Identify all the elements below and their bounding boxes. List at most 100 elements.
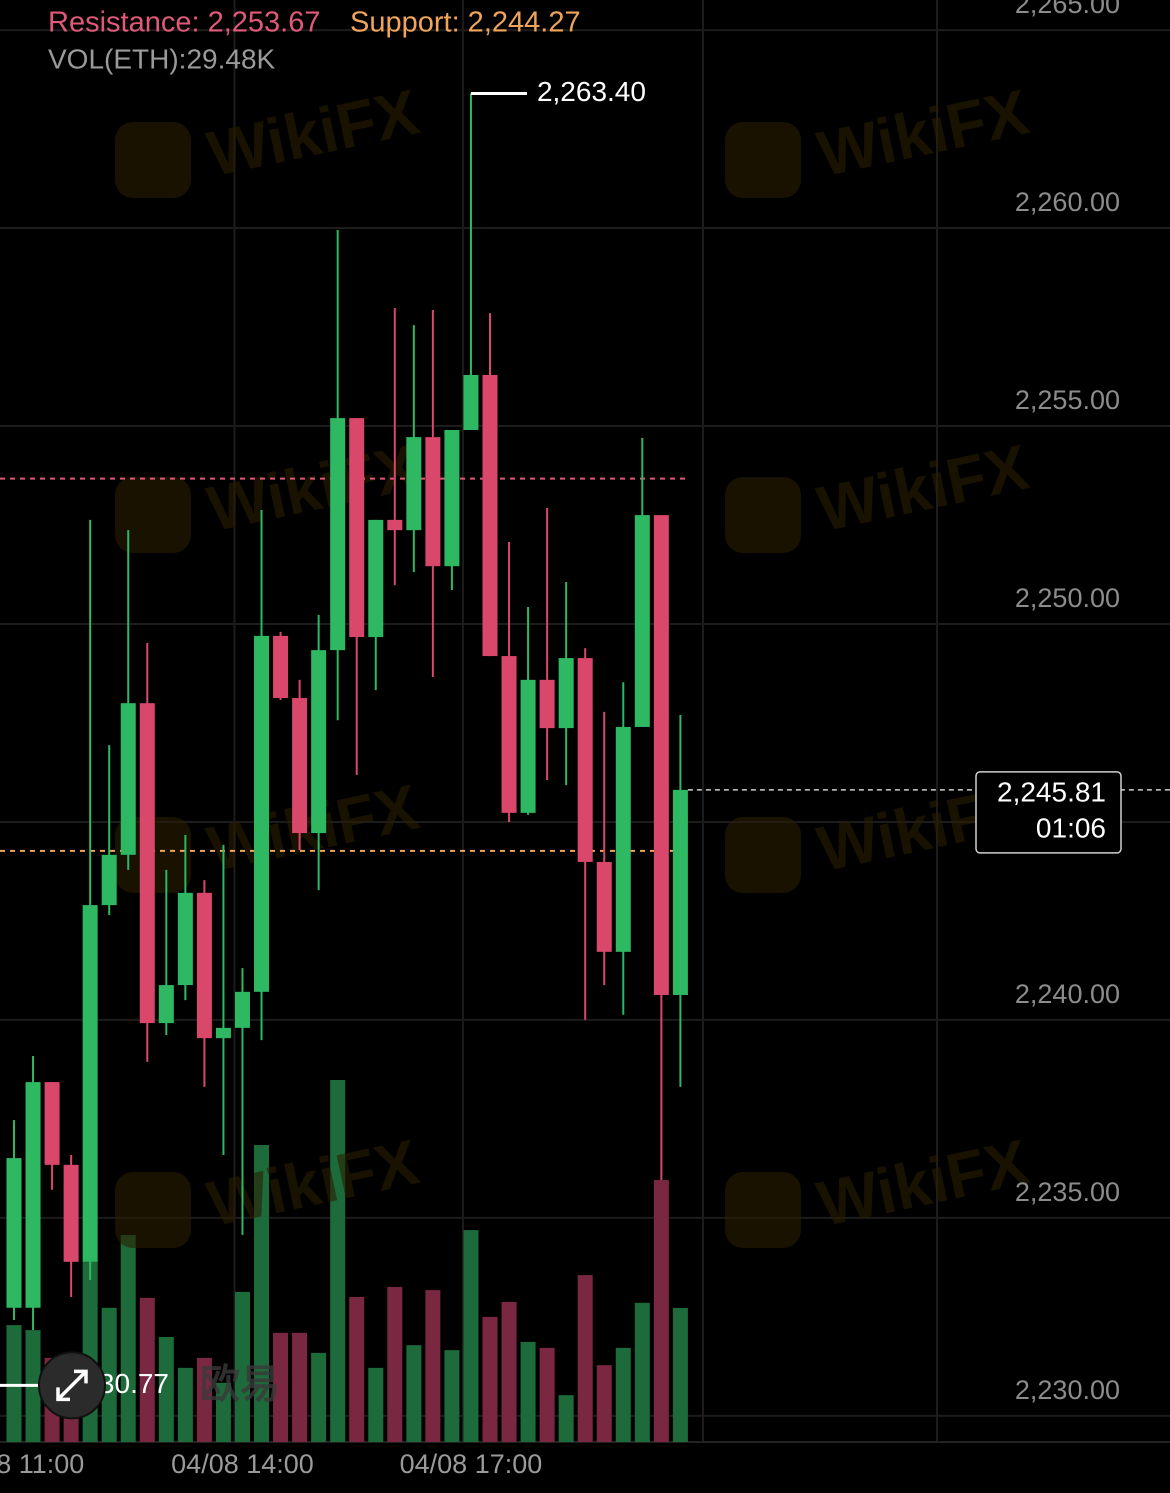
candle-body bbox=[425, 437, 441, 567]
y-tick-label: 2,250.00 bbox=[1015, 583, 1120, 613]
candle-body bbox=[234, 991, 250, 1028]
candle-body bbox=[158, 985, 174, 1024]
volume-bar bbox=[349, 1296, 365, 1442]
candle-body bbox=[139, 703, 155, 1024]
volume-bar bbox=[101, 1307, 117, 1442]
fullscreen-icon bbox=[56, 1369, 88, 1402]
candle-body bbox=[539, 679, 555, 729]
y-tick-label: 2,265.00 bbox=[1015, 0, 1120, 19]
watermark-logo bbox=[115, 1172, 191, 1248]
candle-body bbox=[672, 789, 688, 995]
watermark-logo bbox=[115, 477, 191, 553]
candle-body bbox=[311, 650, 327, 834]
candle-body bbox=[273, 635, 289, 699]
candle-body bbox=[6, 1158, 22, 1308]
volume-bar bbox=[120, 1235, 136, 1442]
y-tick-label: 2,255.00 bbox=[1015, 385, 1120, 415]
candle-body bbox=[444, 429, 460, 567]
candle-body bbox=[387, 519, 403, 531]
volume-bar bbox=[501, 1301, 517, 1442]
candle-body bbox=[349, 418, 365, 638]
y-tick-label: 2,240.00 bbox=[1015, 979, 1120, 1009]
volume-bar bbox=[444, 1350, 460, 1442]
candle-body bbox=[368, 519, 384, 638]
volume-label: VOL(ETH):29.48K bbox=[48, 43, 276, 74]
volume-bar bbox=[558, 1395, 574, 1442]
watermark-logo bbox=[725, 477, 801, 553]
candle-body bbox=[63, 1164, 79, 1262]
y-tick-label: 2,230.00 bbox=[1015, 1375, 1120, 1405]
candle-body bbox=[44, 1082, 60, 1165]
candle-body bbox=[330, 418, 346, 651]
volume-bar bbox=[311, 1352, 327, 1442]
volume-bar bbox=[139, 1297, 155, 1442]
candle-body bbox=[501, 656, 517, 813]
candle-body bbox=[25, 1082, 41, 1308]
volume-bar bbox=[215, 1382, 231, 1442]
volume-bar bbox=[368, 1367, 384, 1442]
volume-bar bbox=[463, 1230, 479, 1442]
candle-body bbox=[120, 703, 136, 855]
volume-bar bbox=[234, 1291, 250, 1442]
last-price-box bbox=[975, 771, 1122, 854]
y-tick-label: 2,260.00 bbox=[1015, 187, 1120, 217]
volume-bar bbox=[158, 1336, 174, 1442]
volume-bar bbox=[596, 1365, 612, 1442]
volume-bar bbox=[406, 1345, 422, 1442]
candle-body bbox=[558, 658, 574, 729]
watermark-logo bbox=[725, 1172, 801, 1248]
candle-body bbox=[82, 905, 98, 1262]
candle-body bbox=[634, 515, 650, 727]
volume-layer bbox=[6, 1080, 688, 1442]
volume-bar bbox=[615, 1347, 631, 1442]
candle-body bbox=[482, 374, 498, 657]
resistance-label: Resistance: 2,253.67 bbox=[48, 7, 320, 39]
volume-bar bbox=[387, 1286, 403, 1442]
candle-body bbox=[215, 1027, 231, 1039]
volume-bar bbox=[577, 1275, 593, 1442]
volume-bar bbox=[539, 1347, 555, 1442]
watermark-logo bbox=[115, 122, 191, 198]
watermark-logo bbox=[725, 122, 801, 198]
candle-body bbox=[577, 658, 593, 862]
countdown-label: 01:06 bbox=[1036, 812, 1106, 843]
volume-bar bbox=[177, 1367, 193, 1442]
candle-body bbox=[177, 892, 193, 986]
volume-bar bbox=[520, 1341, 536, 1442]
volume-bar bbox=[672, 1307, 688, 1442]
volume-bar bbox=[482, 1316, 498, 1442]
candle-body bbox=[406, 437, 422, 531]
volume-bar bbox=[425, 1290, 441, 1442]
exchange-logo: 欧易 bbox=[200, 1363, 280, 1407]
x-tick-label: 04/08 11:00 bbox=[0, 1449, 84, 1479]
fullscreen-button[interactable] bbox=[38, 1351, 106, 1420]
volume-bar bbox=[653, 1180, 669, 1442]
volume-bar bbox=[196, 1357, 212, 1442]
max-marker-label: 2,263.40 bbox=[537, 76, 646, 107]
support-label: Support: 2,244.27 bbox=[350, 7, 581, 39]
volume-bar bbox=[634, 1302, 650, 1442]
candle-body bbox=[520, 679, 536, 813]
last-price-label: 2,245.81 bbox=[997, 776, 1106, 807]
volume-bar bbox=[273, 1332, 289, 1442]
volume-bar bbox=[6, 1325, 22, 1442]
watermark-logo bbox=[725, 817, 801, 893]
candle-body bbox=[254, 635, 270, 992]
candles bbox=[6, 93, 688, 1330]
volume-bar bbox=[330, 1080, 346, 1442]
candle-body bbox=[596, 861, 612, 952]
candle-body bbox=[653, 515, 669, 995]
candle-body bbox=[292, 698, 308, 834]
y-tick-label: 2,235.00 bbox=[1015, 1177, 1120, 1207]
candle-body bbox=[196, 892, 212, 1039]
volume-bar bbox=[254, 1145, 270, 1442]
volume-bar bbox=[292, 1332, 308, 1442]
candle-body bbox=[615, 726, 631, 952]
x-tick-label: 04/08 17:00 bbox=[400, 1449, 543, 1479]
candle-body bbox=[101, 854, 117, 906]
candle-body bbox=[463, 374, 479, 430]
x-tick-label: 04/08 14:00 bbox=[171, 1449, 314, 1479]
